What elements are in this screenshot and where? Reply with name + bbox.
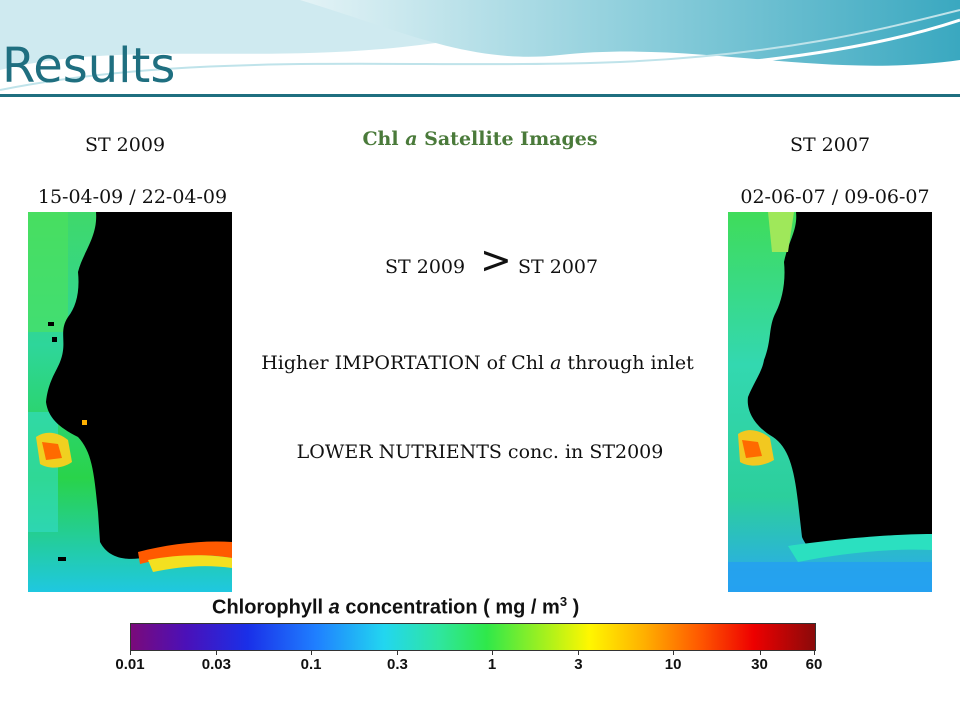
- slide-title: Results: [2, 38, 176, 94]
- colorbar-tick-label: 0.01: [115, 656, 145, 673]
- colorbar-tick: [311, 650, 313, 655]
- colorbar-tick-label: 1: [487, 656, 497, 673]
- colorbar-tick: [814, 650, 815, 655]
- title-divider: [0, 94, 960, 97]
- colorbar-title: Chlorophyll a concentration ( mg / m3 ): [212, 594, 580, 619]
- colorbar-tick-label: 0.1: [300, 656, 322, 673]
- left-panel-date-range: 15-04-09 / 22-04-09: [37, 186, 228, 208]
- colorbar-tick-label: 10: [664, 656, 682, 673]
- comparison-left: ST 2009: [385, 256, 466, 278]
- left-satellite-map: [28, 212, 232, 592]
- right-satellite-map: [728, 212, 932, 592]
- colorbar-tick-label: 3: [574, 656, 583, 673]
- colorbar-tick-label: 30: [751, 656, 768, 673]
- colorbar-tick: [216, 650, 218, 655]
- header-wave-decoration: [0, 0, 960, 98]
- colorbar-tick: [673, 650, 675, 655]
- colorbar-tick: [397, 650, 399, 655]
- section-subtitle: Chl a Satellite Images: [362, 128, 598, 150]
- right-panel-date-range: 02-06-07 / 09-06-07: [740, 186, 930, 208]
- nutrients-statement: LOWER NUTRIENTS conc. in ST2009: [296, 441, 664, 463]
- colorbar-legend: Chlorophyll a concentration ( mg / m3 ) …: [115, 594, 830, 684]
- colorbar-tick-label: 0.03: [201, 656, 231, 673]
- colorbar-tick-label: 0.3: [386, 656, 408, 673]
- colorbar-tick: [130, 650, 131, 655]
- colorbar-tick: [578, 650, 580, 655]
- importation-statement: Higher IMPORTATION of Chl a through inle…: [261, 352, 694, 374]
- right-panel-label: ST 2007: [789, 134, 871, 156]
- left-panel-label: ST 2009: [84, 134, 166, 156]
- comparison-symbol: >: [480, 238, 512, 282]
- colorbar-tick: [492, 650, 494, 655]
- colorbar-tick-label: 60: [805, 656, 823, 673]
- comparison-right: ST 2007: [518, 256, 599, 278]
- colorbar-gradient: [130, 623, 816, 651]
- colorbar-tick: [759, 650, 761, 655]
